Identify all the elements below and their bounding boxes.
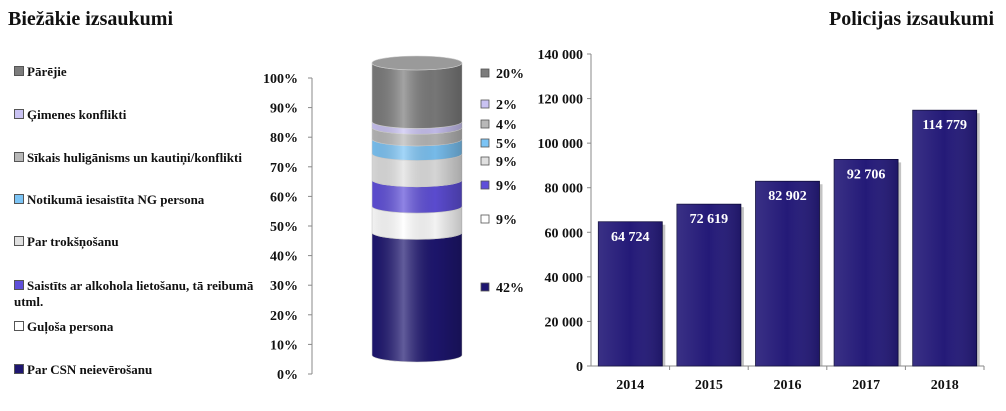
- bar-x-tick-label: 2016: [774, 378, 802, 393]
- stack-data-label: 20%: [496, 67, 524, 82]
- bar: [912, 109, 978, 367]
- legend-swatch: [14, 236, 24, 246]
- y-tick-label: 80%: [270, 131, 298, 146]
- legend-label: Sīkais huligānisms un kautiņi/konflikti: [27, 150, 242, 165]
- stack-segment-shade: [372, 138, 462, 161]
- legend-label: Ģimenes konflikti: [27, 107, 127, 122]
- stack-label-swatch: [480, 180, 490, 190]
- y-tick-label: 50%: [270, 220, 298, 235]
- legend-item: Ģimenes konflikti: [14, 107, 259, 123]
- bar: [676, 203, 742, 367]
- bar-shade: [598, 221, 663, 366]
- legend-swatch: [14, 66, 24, 76]
- bar-shade: [755, 181, 820, 366]
- legend-label: Par CSN neievērošanu: [27, 362, 153, 377]
- y-tick-label: 20%: [270, 309, 298, 324]
- stack-data-label: 5%: [496, 137, 517, 152]
- bar-x-tick-label: 2017: [852, 378, 880, 393]
- bar-shadow: [837, 162, 902, 366]
- bar: [597, 221, 663, 367]
- legend-item: Par trokšņošanu: [14, 234, 259, 250]
- bar-shadow: [601, 224, 666, 366]
- y-tick-label: 0%: [277, 368, 298, 383]
- bar-x-tick-label: 2015: [695, 378, 723, 393]
- stack-data-label: 4%: [496, 118, 517, 133]
- stack-segment-shade: [372, 153, 462, 187]
- bar-shadow: [915, 113, 980, 366]
- legend-item: Pārējie: [14, 64, 259, 80]
- legend-item: Saistīts ar alkohola lietošanu, tā reibu…: [14, 278, 259, 310]
- y-tick-label: 40%: [270, 250, 298, 265]
- legend-item: Par CSN neievērošanu: [14, 362, 259, 378]
- bar-value-label: 72 619: [690, 212, 729, 227]
- stack-label-swatch: [480, 282, 490, 292]
- stack-label-swatch: [480, 156, 490, 166]
- stack-data-label: 42%: [496, 281, 524, 296]
- legend-swatch: [14, 280, 24, 290]
- bar-value-label: 82 902: [768, 189, 807, 204]
- y-tick-label: 90%: [270, 102, 298, 117]
- bar-shadow: [758, 184, 823, 366]
- stack-data-label: 9%: [496, 213, 517, 228]
- right-chart-title: Policijas izsaukumi: [828, 8, 994, 30]
- bar-y-tick-label: 0: [576, 360, 583, 375]
- stack-segment-shade: [372, 121, 462, 135]
- legend-item: Sīkais huligānisms un kautiņi/konflikti: [14, 150, 259, 166]
- stack-label-swatch: [480, 68, 490, 78]
- stack-segment-shade: [372, 206, 462, 240]
- bar-value-label: 92 706: [847, 167, 886, 182]
- legend-swatch: [14, 321, 24, 331]
- bar-x-tick-label: 2018: [931, 378, 959, 393]
- stack-label-swatch: [480, 119, 490, 129]
- legend-swatch: [14, 109, 24, 119]
- legend-label: Saistīts ar alkohola lietošanu, tā reibu…: [14, 278, 254, 309]
- y-tick-label: 60%: [270, 190, 298, 205]
- stack-segment-shade: [372, 63, 462, 129]
- legend-item: Notikumā iesaistīta NG persona: [14, 192, 259, 208]
- stacked-cylinder-chart: 0% 10% 20% 30% 40% 50% 60% 70% 80% 90% 100% 42% 9% 9%…: [263, 55, 524, 383]
- stack-segment-shade: [372, 179, 462, 214]
- legend-label: Guļoša persona: [27, 319, 114, 334]
- y-tick-label: 70%: [270, 161, 298, 176]
- stack-label-swatch: [480, 99, 490, 109]
- left-chart-title: Biežākie izsaukumi: [8, 8, 174, 30]
- stack-data-label: 9%: [496, 155, 517, 170]
- stack-data-label: 9%: [496, 179, 517, 194]
- legend-swatch: [14, 364, 24, 374]
- legend-swatch: [14, 152, 24, 162]
- stack-label-swatch: [480, 214, 490, 224]
- y-tick-label: 10%: [270, 338, 298, 353]
- bar-x-tick-label: 2014: [616, 378, 644, 393]
- legend-item: Guļoša persona: [14, 319, 259, 335]
- bar-shade: [676, 204, 741, 366]
- bar-value-label: 64 724: [611, 230, 650, 245]
- cylinder-top-cap: [371, 55, 463, 71]
- stack-label-swatch: [480, 138, 490, 148]
- y-tick-label: 100%: [263, 72, 298, 87]
- legend-label: Par trokšņošanu: [27, 234, 119, 249]
- legend-label: Notikumā iesaistīta NG persona: [27, 192, 205, 207]
- bar-shade: [834, 159, 899, 366]
- legend-label: Pārējie: [27, 64, 67, 79]
- stack-data-label: 2%: [496, 98, 517, 113]
- stack-segment-shade: [372, 127, 462, 146]
- legend-swatch: [14, 194, 24, 204]
- bar: [755, 180, 820, 367]
- bar: [833, 158, 899, 367]
- bar-shadow: [679, 207, 744, 366]
- stack-segment-shade: [372, 232, 462, 362]
- bar-value-label: 114 779: [922, 118, 967, 133]
- y-tick-label: 30%: [270, 279, 298, 294]
- bar-shade: [912, 110, 977, 366]
